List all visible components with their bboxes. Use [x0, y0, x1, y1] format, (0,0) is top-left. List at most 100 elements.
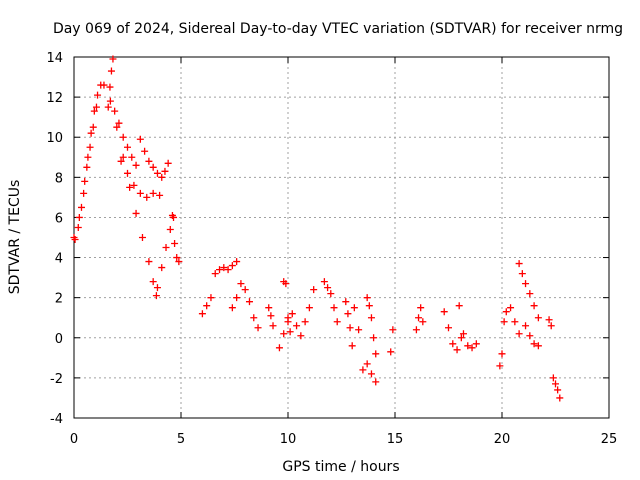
data-point [284, 318, 292, 326]
data-point [472, 340, 480, 348]
data-point [162, 244, 170, 252]
data-point [198, 310, 206, 318]
data-point [94, 91, 102, 99]
data-point [518, 270, 526, 278]
data-point [267, 312, 275, 320]
data-point [166, 225, 174, 233]
data-point [468, 344, 476, 352]
data-point [168, 211, 176, 219]
data-point [498, 350, 506, 358]
data-point [293, 322, 301, 330]
data-point [275, 344, 283, 352]
data-point [552, 380, 559, 388]
data-point [297, 332, 305, 340]
data-point [228, 304, 236, 312]
data-point [106, 97, 114, 105]
y-tick-label: 10 [46, 131, 63, 146]
data-point [119, 133, 127, 141]
data-point [363, 360, 371, 368]
x-tick-label: 10 [280, 432, 297, 447]
data-point [211, 270, 219, 278]
data-point [203, 302, 211, 310]
data-point [83, 163, 91, 171]
y-tick-label: 2 [55, 292, 63, 307]
data-point [220, 264, 228, 272]
data-point [104, 103, 112, 111]
data-point [549, 374, 557, 382]
x-tick-label: 5 [177, 432, 185, 447]
data-point [156, 191, 164, 199]
data-point [365, 302, 373, 310]
data-point [496, 362, 504, 370]
data-point [445, 324, 452, 332]
tick-marks [73, 56, 610, 419]
data-point [511, 318, 519, 326]
data-point [132, 161, 140, 169]
data-point [459, 330, 467, 338]
y-tick-label: 4 [55, 252, 63, 267]
data-point [288, 310, 296, 318]
data-point [515, 260, 523, 268]
data-point [149, 189, 157, 197]
data-point [143, 193, 151, 201]
data-point [500, 318, 508, 326]
data-point [77, 203, 85, 211]
y-tick-label: -4 [50, 412, 63, 427]
data-point [530, 302, 538, 310]
data-point [237, 280, 245, 288]
data-point [207, 294, 215, 302]
data-point [526, 332, 534, 340]
data-point [106, 83, 114, 91]
data-point [372, 378, 380, 386]
data-point [145, 157, 153, 165]
data-point [119, 153, 127, 161]
y-tick-label: -2 [50, 372, 63, 387]
data-point [327, 290, 335, 298]
data-point [241, 286, 249, 294]
data-point [522, 322, 530, 330]
data-point [348, 342, 356, 350]
x-tick-label: 0 [70, 432, 78, 447]
y-tick-label: 14 [46, 51, 63, 66]
data-point [457, 334, 465, 342]
data-point [367, 370, 375, 378]
data-point [128, 153, 136, 161]
data-point [149, 163, 157, 171]
data-point [74, 223, 82, 231]
tick-labels: 0 5 10 15 20 25 -4 -2 0 2 4 6 8 10 12 14 [46, 51, 617, 447]
data-point [282, 280, 290, 288]
data-point [419, 318, 427, 326]
x-axis-title: GPS time / hours [282, 459, 399, 475]
data-point [224, 266, 232, 274]
data-point [245, 298, 253, 306]
data-point [171, 240, 179, 248]
data-point [84, 153, 92, 161]
data-point [228, 262, 236, 270]
data-point [534, 342, 542, 350]
data-point [415, 314, 423, 322]
data-point [86, 143, 94, 151]
data-point [556, 394, 564, 402]
x-tick-label: 25 [601, 432, 618, 447]
data-point [233, 258, 241, 266]
data-point [233, 294, 241, 302]
data-point [280, 330, 288, 338]
y-axis-title: SDTVAR / TECUs [7, 180, 23, 295]
data-point [417, 304, 425, 312]
data-point [87, 129, 95, 137]
data-point [80, 189, 88, 197]
data-point [161, 167, 169, 175]
data-point [153, 284, 161, 292]
data-point [342, 298, 350, 306]
chart-title: Day 069 of 2024, Sidereal Day-to-day VTE… [53, 21, 623, 37]
data-point [136, 135, 144, 143]
data-point [449, 340, 457, 348]
data-point [124, 169, 131, 177]
data-point [254, 324, 262, 332]
data-point [310, 286, 318, 294]
data-point [107, 67, 115, 75]
data-points [70, 55, 564, 402]
data-point [173, 254, 181, 262]
data-point [113, 123, 121, 131]
